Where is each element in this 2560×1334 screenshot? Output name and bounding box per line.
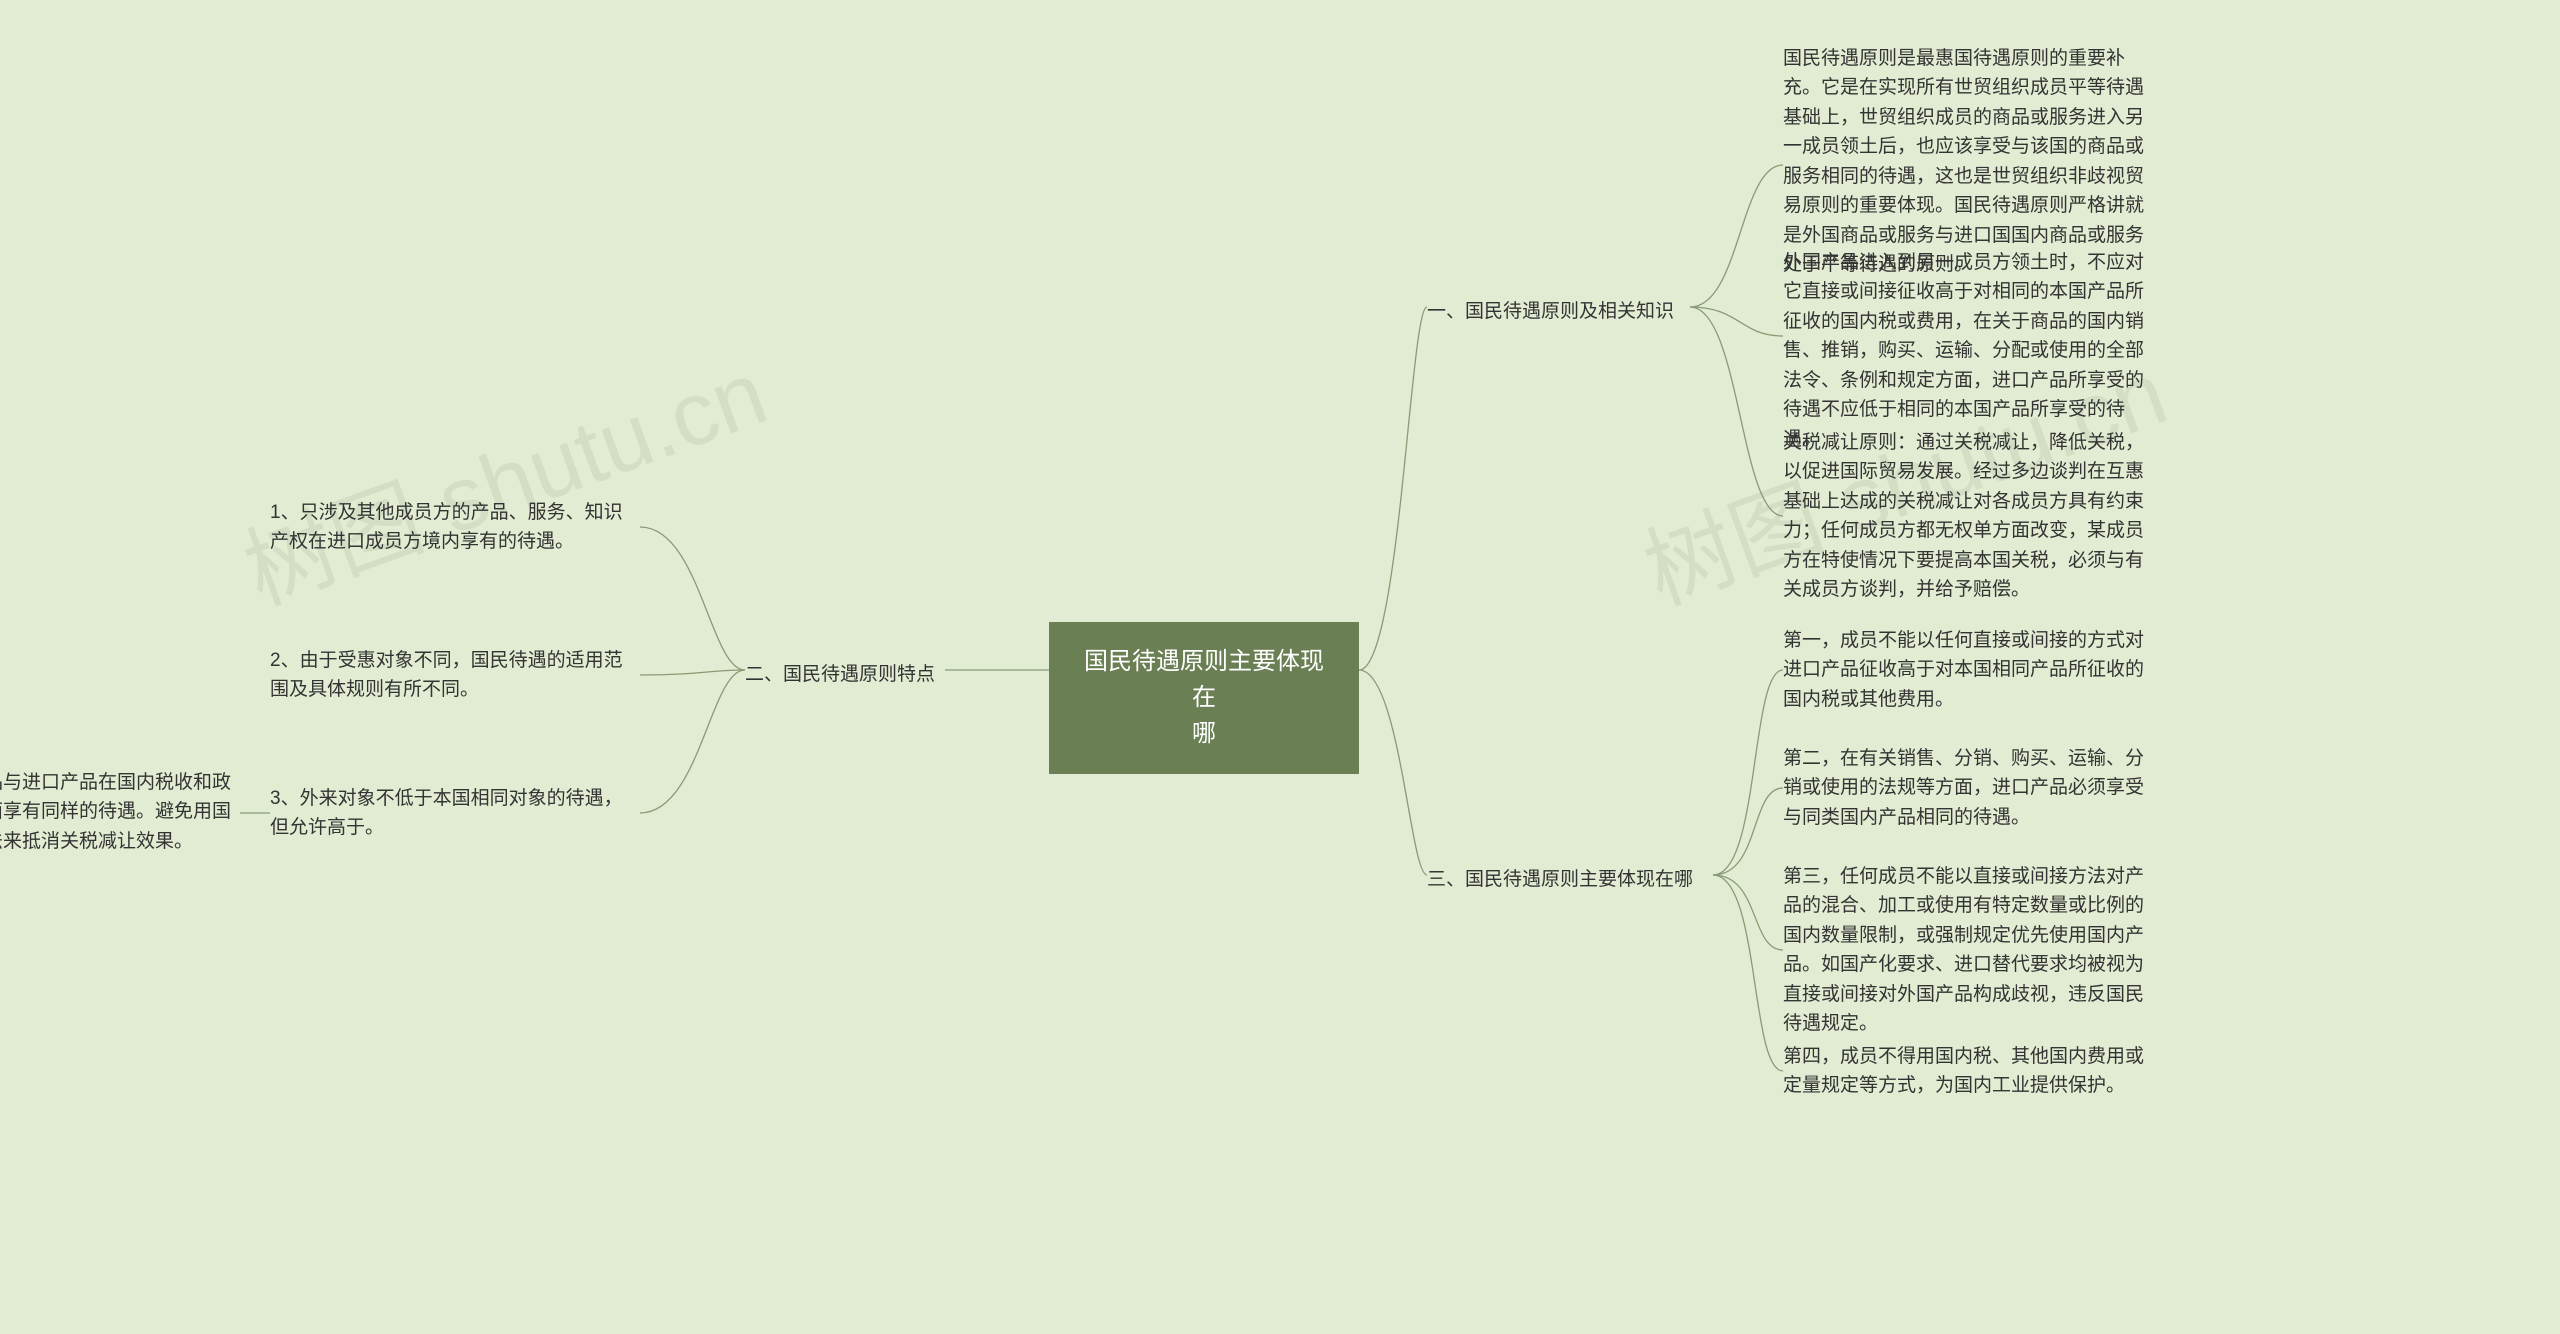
root-node[interactable]: 国民待遇原则主要体现在 哪 [1049,622,1359,774]
branch-1-child-2[interactable]: 外国产品进入到另一成员方领土时，不应对它直接或间接征收高于对相同的本国产品所征收… [1783,248,2153,454]
branch-3-child-2[interactable]: 第二，在有关销售、分销、购买、运输、分销或使用的法规等方面，进口产品必须享受与同… [1783,744,2153,832]
watermark-1: 树图 shutu.cn [224,321,781,630]
branch-2-child-3-grandchild[interactable]: 目的：国内产品与进口产品在国内税收和政府管理措施方面享有同样的待遇。避免用国税及… [0,768,240,856]
branch-3[interactable]: 三、国民待遇原则主要体现在哪 [1427,865,1693,894]
root-label-line1: 国民待遇原则主要体现在 [1084,648,1324,711]
branch-2-child-2[interactable]: 2、由于受惠对象不同，国民待遇的适用范围及具体规则有所不同。 [270,646,640,705]
root-label-line2: 哪 [1192,720,1216,747]
branch-1-child-3[interactable]: 关税减让原则：通过关税减让，降低关税，以促进国际贸易发展。经过多边谈判在互惠基础… [1783,428,2153,605]
branch-2-child-3[interactable]: 3、外来对象不低于本国相同对象的待遇，但允许高于。 [270,784,640,843]
branch-3-child-4[interactable]: 第四，成员不得用国内税、其他国内费用或定量规定等方式，为国内工业提供保护。 [1783,1042,2153,1101]
mindmap-container: 树图 shutu.cn 树图 shutu.cn 国民待遇原则主要体现在 哪 二、… [0,0,2560,1334]
branch-2[interactable]: 二、国民待遇原则特点 [745,660,935,689]
branch-3-child-1[interactable]: 第一，成员不能以任何直接或间接的方式对进口产品征收高于对本国相同产品所征收的国内… [1783,626,2153,714]
branch-2-child-1[interactable]: 1、只涉及其他成员方的产品、服务、知识产权在进口成员方境内享有的待遇。 [270,498,640,557]
branch-1-child-1[interactable]: 国民待遇原则是最惠国待遇原则的重要补充。它是在实现所有世贸组织成员平等待遇基础上… [1783,44,2153,280]
branch-1[interactable]: 一、国民待遇原则及相关知识 [1427,297,1674,326]
branch-3-child-3[interactable]: 第三，任何成员不能以直接或间接方法对产品的混合、加工或使用有特定数量或比例的国内… [1783,862,2153,1039]
